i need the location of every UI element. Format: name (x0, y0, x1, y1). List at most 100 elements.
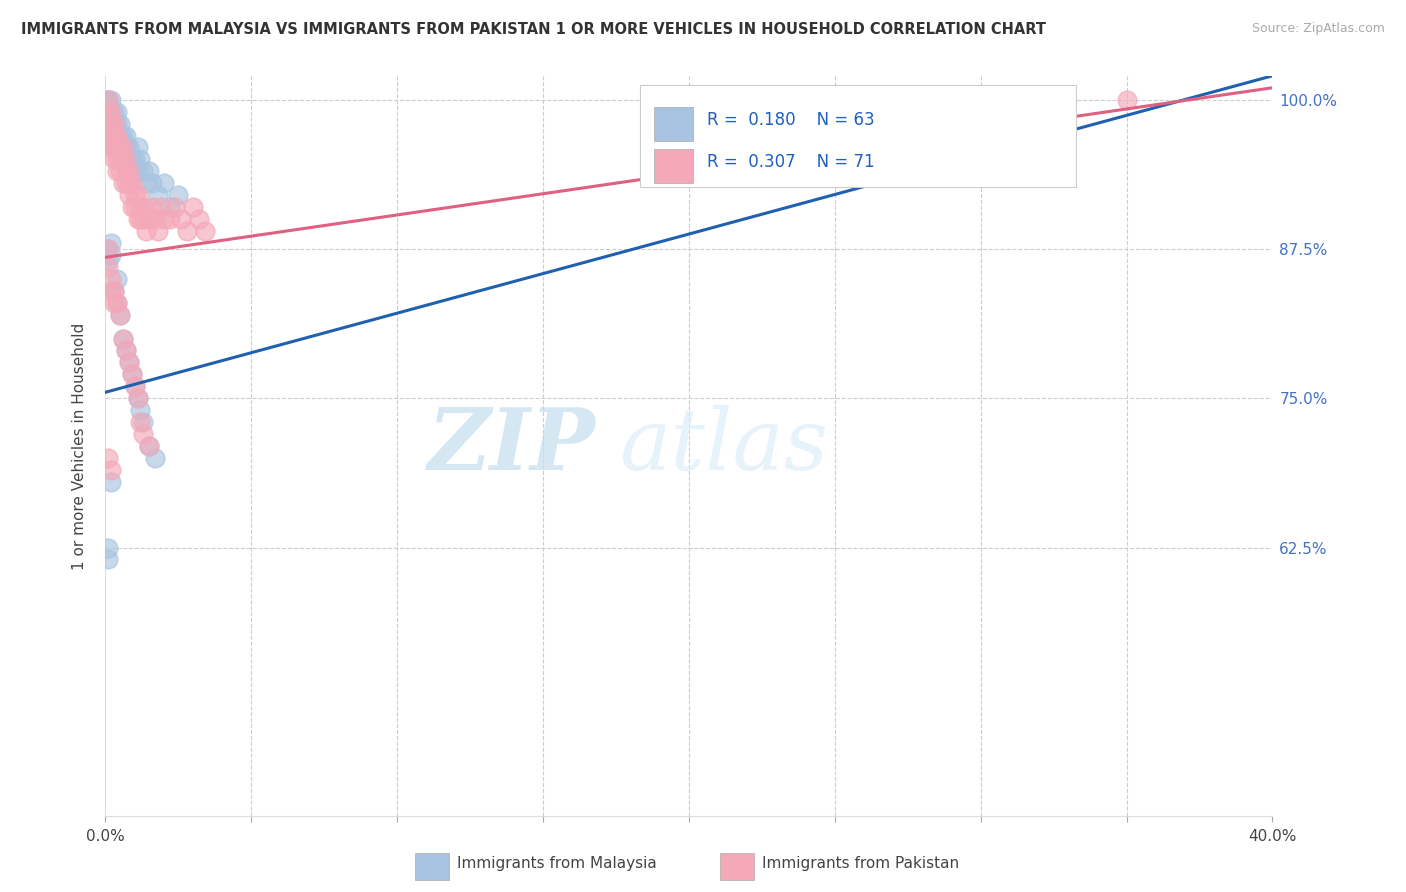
Point (105, 164, 128, 178)
Point (105, 272, 128, 286)
Point (100, 475, 122, 489)
Point (159, 212, 181, 227)
Point (103, 128, 125, 143)
Point (167, 188, 190, 202)
Point (105, 295, 128, 310)
Point (108, 308, 131, 322)
Point (100, 117, 122, 131)
Point (132, 212, 155, 227)
Point (111, 176, 134, 190)
Point (111, 153, 134, 167)
Point (132, 200, 155, 214)
Point (124, 153, 146, 167)
Point (138, 439, 160, 453)
Point (165, 200, 187, 214)
Text: R =  0.180    N = 63: R = 0.180 N = 63 (707, 111, 875, 128)
Point (108, 164, 131, 178)
Point (111, 128, 134, 143)
Point (97, 450, 120, 465)
Point (124, 200, 146, 214)
Point (103, 117, 125, 131)
Point (103, 295, 125, 310)
Point (100, 272, 122, 286)
Text: IMMIGRANTS FROM MALAYSIA VS IMMIGRANTS FROM PAKISTAN 1 OR MORE VEHICLES IN HOUSE: IMMIGRANTS FROM MALAYSIA VS IMMIGRANTS F… (21, 22, 1046, 37)
Text: Source: ZipAtlas.com: Source: ZipAtlas.com (1251, 22, 1385, 36)
Point (100, 284, 122, 298)
Point (97, 242, 120, 256)
Point (100, 128, 122, 143)
Point (132, 164, 155, 178)
Point (115, 140, 138, 154)
Point (194, 224, 217, 238)
Point (100, 235, 122, 250)
Point (103, 128, 125, 143)
Point (115, 164, 138, 178)
Point (1115, 93, 1137, 107)
Point (121, 368, 143, 382)
Point (146, 224, 169, 238)
Point (100, 93, 122, 107)
Point (127, 391, 149, 405)
Point (108, 140, 131, 154)
Point (97, 117, 120, 131)
Point (124, 164, 146, 178)
Point (115, 343, 138, 358)
Point (108, 117, 131, 131)
Point (118, 164, 141, 178)
Point (170, 212, 193, 227)
Point (111, 140, 134, 154)
Point (143, 450, 166, 465)
Point (127, 188, 149, 202)
Point (118, 355, 141, 369)
Point (138, 164, 160, 178)
Point (103, 153, 125, 167)
Point (97, 93, 120, 107)
Point (129, 415, 152, 429)
Point (103, 284, 125, 298)
Point (138, 212, 160, 227)
Point (105, 104, 128, 119)
Point (118, 140, 141, 154)
Point (118, 153, 141, 167)
Point (124, 188, 146, 202)
Point (111, 332, 134, 346)
Point (121, 368, 143, 382)
Point (127, 140, 149, 154)
Point (108, 128, 131, 143)
Point (97, 552, 120, 566)
Point (153, 212, 174, 227)
Point (97, 93, 120, 107)
Point (115, 176, 138, 190)
Point (108, 140, 131, 154)
Point (115, 153, 138, 167)
Point (97, 93, 120, 107)
Point (105, 128, 128, 143)
Point (121, 200, 143, 214)
Point (138, 439, 160, 453)
Point (121, 176, 143, 190)
Point (135, 224, 157, 238)
Point (108, 153, 131, 167)
Point (153, 176, 174, 190)
Point (159, 200, 181, 214)
Point (100, 463, 122, 477)
Point (103, 140, 125, 154)
Point (118, 176, 141, 190)
Point (100, 128, 122, 143)
Point (97, 242, 120, 256)
Point (97, 104, 120, 119)
Point (127, 391, 149, 405)
Point (141, 176, 163, 190)
Point (100, 117, 122, 131)
Y-axis label: 1 or more Vehicles in Household: 1 or more Vehicles in Household (72, 322, 87, 570)
Point (100, 248, 122, 262)
Point (135, 176, 157, 190)
Point (105, 117, 128, 131)
Point (115, 343, 138, 358)
Point (105, 140, 128, 154)
Text: R =  0.307    N = 71: R = 0.307 N = 71 (707, 153, 875, 170)
Point (124, 379, 146, 393)
Point (127, 212, 149, 227)
Point (143, 212, 166, 227)
Point (132, 415, 155, 429)
